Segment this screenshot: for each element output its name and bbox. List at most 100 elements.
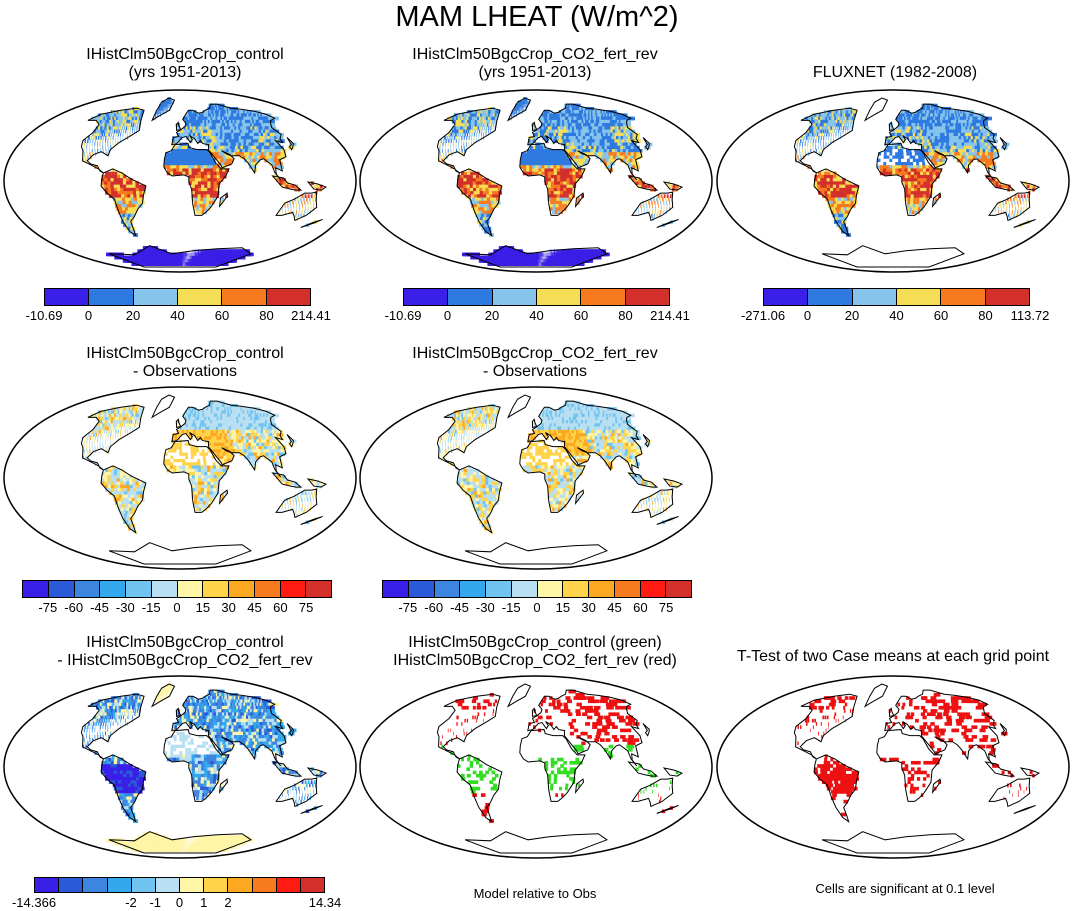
tick-label: 2 — [224, 895, 232, 910]
colorbar-swatch — [306, 581, 331, 597]
colorbar-swatch — [448, 289, 493, 305]
coastline — [821, 831, 965, 854]
colorbar-swatch — [808, 289, 853, 305]
map-control-minus-co2 — [3, 675, 357, 859]
coastline — [519, 729, 586, 802]
colorbar-swatch — [23, 581, 49, 597]
coastline — [574, 778, 585, 794]
coastline — [108, 245, 252, 268]
map-boundary — [3, 386, 357, 570]
colorbar-swatch — [563, 581, 589, 597]
map-boundary — [716, 675, 1070, 859]
tick-label: 80 — [978, 308, 993, 323]
tick-label: 214.41 — [650, 308, 690, 323]
coastline — [80, 107, 145, 174]
coastline — [275, 488, 318, 519]
map-boundary — [359, 386, 713, 570]
colorbar-swatch — [254, 581, 281, 597]
tick-label: 40 — [170, 308, 185, 323]
colorbar-swatch — [45, 289, 90, 305]
tick-label: -75 — [38, 600, 58, 615]
coastline — [464, 831, 608, 854]
colorbar-swatch — [300, 878, 325, 892]
coastline — [464, 542, 608, 565]
coastline — [642, 137, 650, 151]
coastline — [813, 754, 860, 823]
coastline — [662, 767, 684, 777]
coastline — [876, 729, 943, 802]
tick-label: 60 — [933, 308, 949, 323]
coastline — [984, 175, 1016, 191]
colorbar-swatch — [511, 581, 538, 597]
colorbar-swatch — [460, 581, 486, 597]
coastline — [627, 472, 659, 488]
tick-label: 40 — [889, 308, 904, 323]
colorbar-swatch — [228, 878, 253, 892]
coastline — [464, 245, 608, 268]
coastline — [656, 218, 679, 228]
colorbar-swatch — [229, 581, 255, 597]
colorbar-swatch — [204, 878, 229, 892]
coastline — [300, 218, 323, 228]
coastline — [100, 168, 147, 237]
coastline — [150, 394, 176, 419]
coastline — [531, 418, 538, 429]
colorbar-swatch — [74, 581, 101, 597]
coastline — [506, 97, 532, 122]
coastline — [286, 434, 294, 448]
note-significance: Cells are significant at 0.1 level — [815, 881, 995, 896]
coastline — [884, 103, 1000, 181]
coastline — [574, 489, 585, 505]
colorbar-swatch — [492, 289, 537, 305]
map-ttest — [716, 675, 1070, 859]
colorbar-swatch — [252, 878, 277, 892]
tick-label: 0 — [533, 600, 541, 615]
coastline — [627, 761, 659, 777]
colorbar-swatch — [985, 289, 1029, 305]
coastline — [436, 404, 501, 471]
tick-label: 113.72 — [1010, 308, 1050, 323]
coastline — [1013, 218, 1036, 228]
coastline — [100, 754, 147, 823]
tick-label: -75 — [398, 600, 418, 615]
coastline — [163, 440, 230, 513]
coastline — [642, 434, 650, 448]
tick-label: 45 — [247, 600, 262, 615]
colorbar-swatch — [625, 289, 669, 305]
coastline — [175, 707, 182, 718]
colorbar-swatch — [764, 289, 809, 305]
panel-7-title: IHistClm50BgcCrop_control (green) IHistCl… — [393, 634, 677, 669]
colorbar-fluxnet — [763, 288, 1030, 306]
map-control-minus-obs — [3, 386, 357, 570]
map-control — [3, 89, 357, 273]
colorbar-swatch — [537, 581, 564, 597]
coastline — [163, 143, 230, 216]
colorbar-swatch — [83, 878, 108, 892]
coastline — [506, 394, 532, 419]
colorbar-swatch — [280, 581, 307, 597]
colorbar-swatch — [852, 289, 897, 305]
coastline — [306, 181, 328, 191]
map-co2-minus-obs — [359, 386, 713, 570]
coastline — [456, 168, 503, 237]
map-significance-both — [359, 675, 713, 859]
tick-label: 0 — [175, 895, 184, 910]
colorbar-co2 — [403, 288, 670, 306]
colorbar-swatch — [276, 878, 301, 892]
coastline — [286, 137, 294, 151]
tick-label: 20 — [484, 308, 500, 323]
tick-label: 0 — [84, 308, 93, 323]
tick-label: 75 — [298, 600, 314, 615]
tick-label: 75 — [658, 600, 674, 615]
coastline — [275, 777, 318, 808]
tick-label: -30 — [475, 600, 495, 615]
coastline — [175, 418, 182, 429]
tick-label: 14.34 — [308, 895, 342, 910]
coastline — [656, 515, 679, 525]
colorbar-swatch — [536, 289, 582, 305]
panel-4-title: IHistClm50BgcCrop_control - Observations — [86, 345, 284, 380]
colorbar-swatch — [131, 878, 156, 892]
coastline — [506, 683, 532, 708]
coastline — [999, 137, 1007, 151]
coastline — [80, 693, 145, 760]
